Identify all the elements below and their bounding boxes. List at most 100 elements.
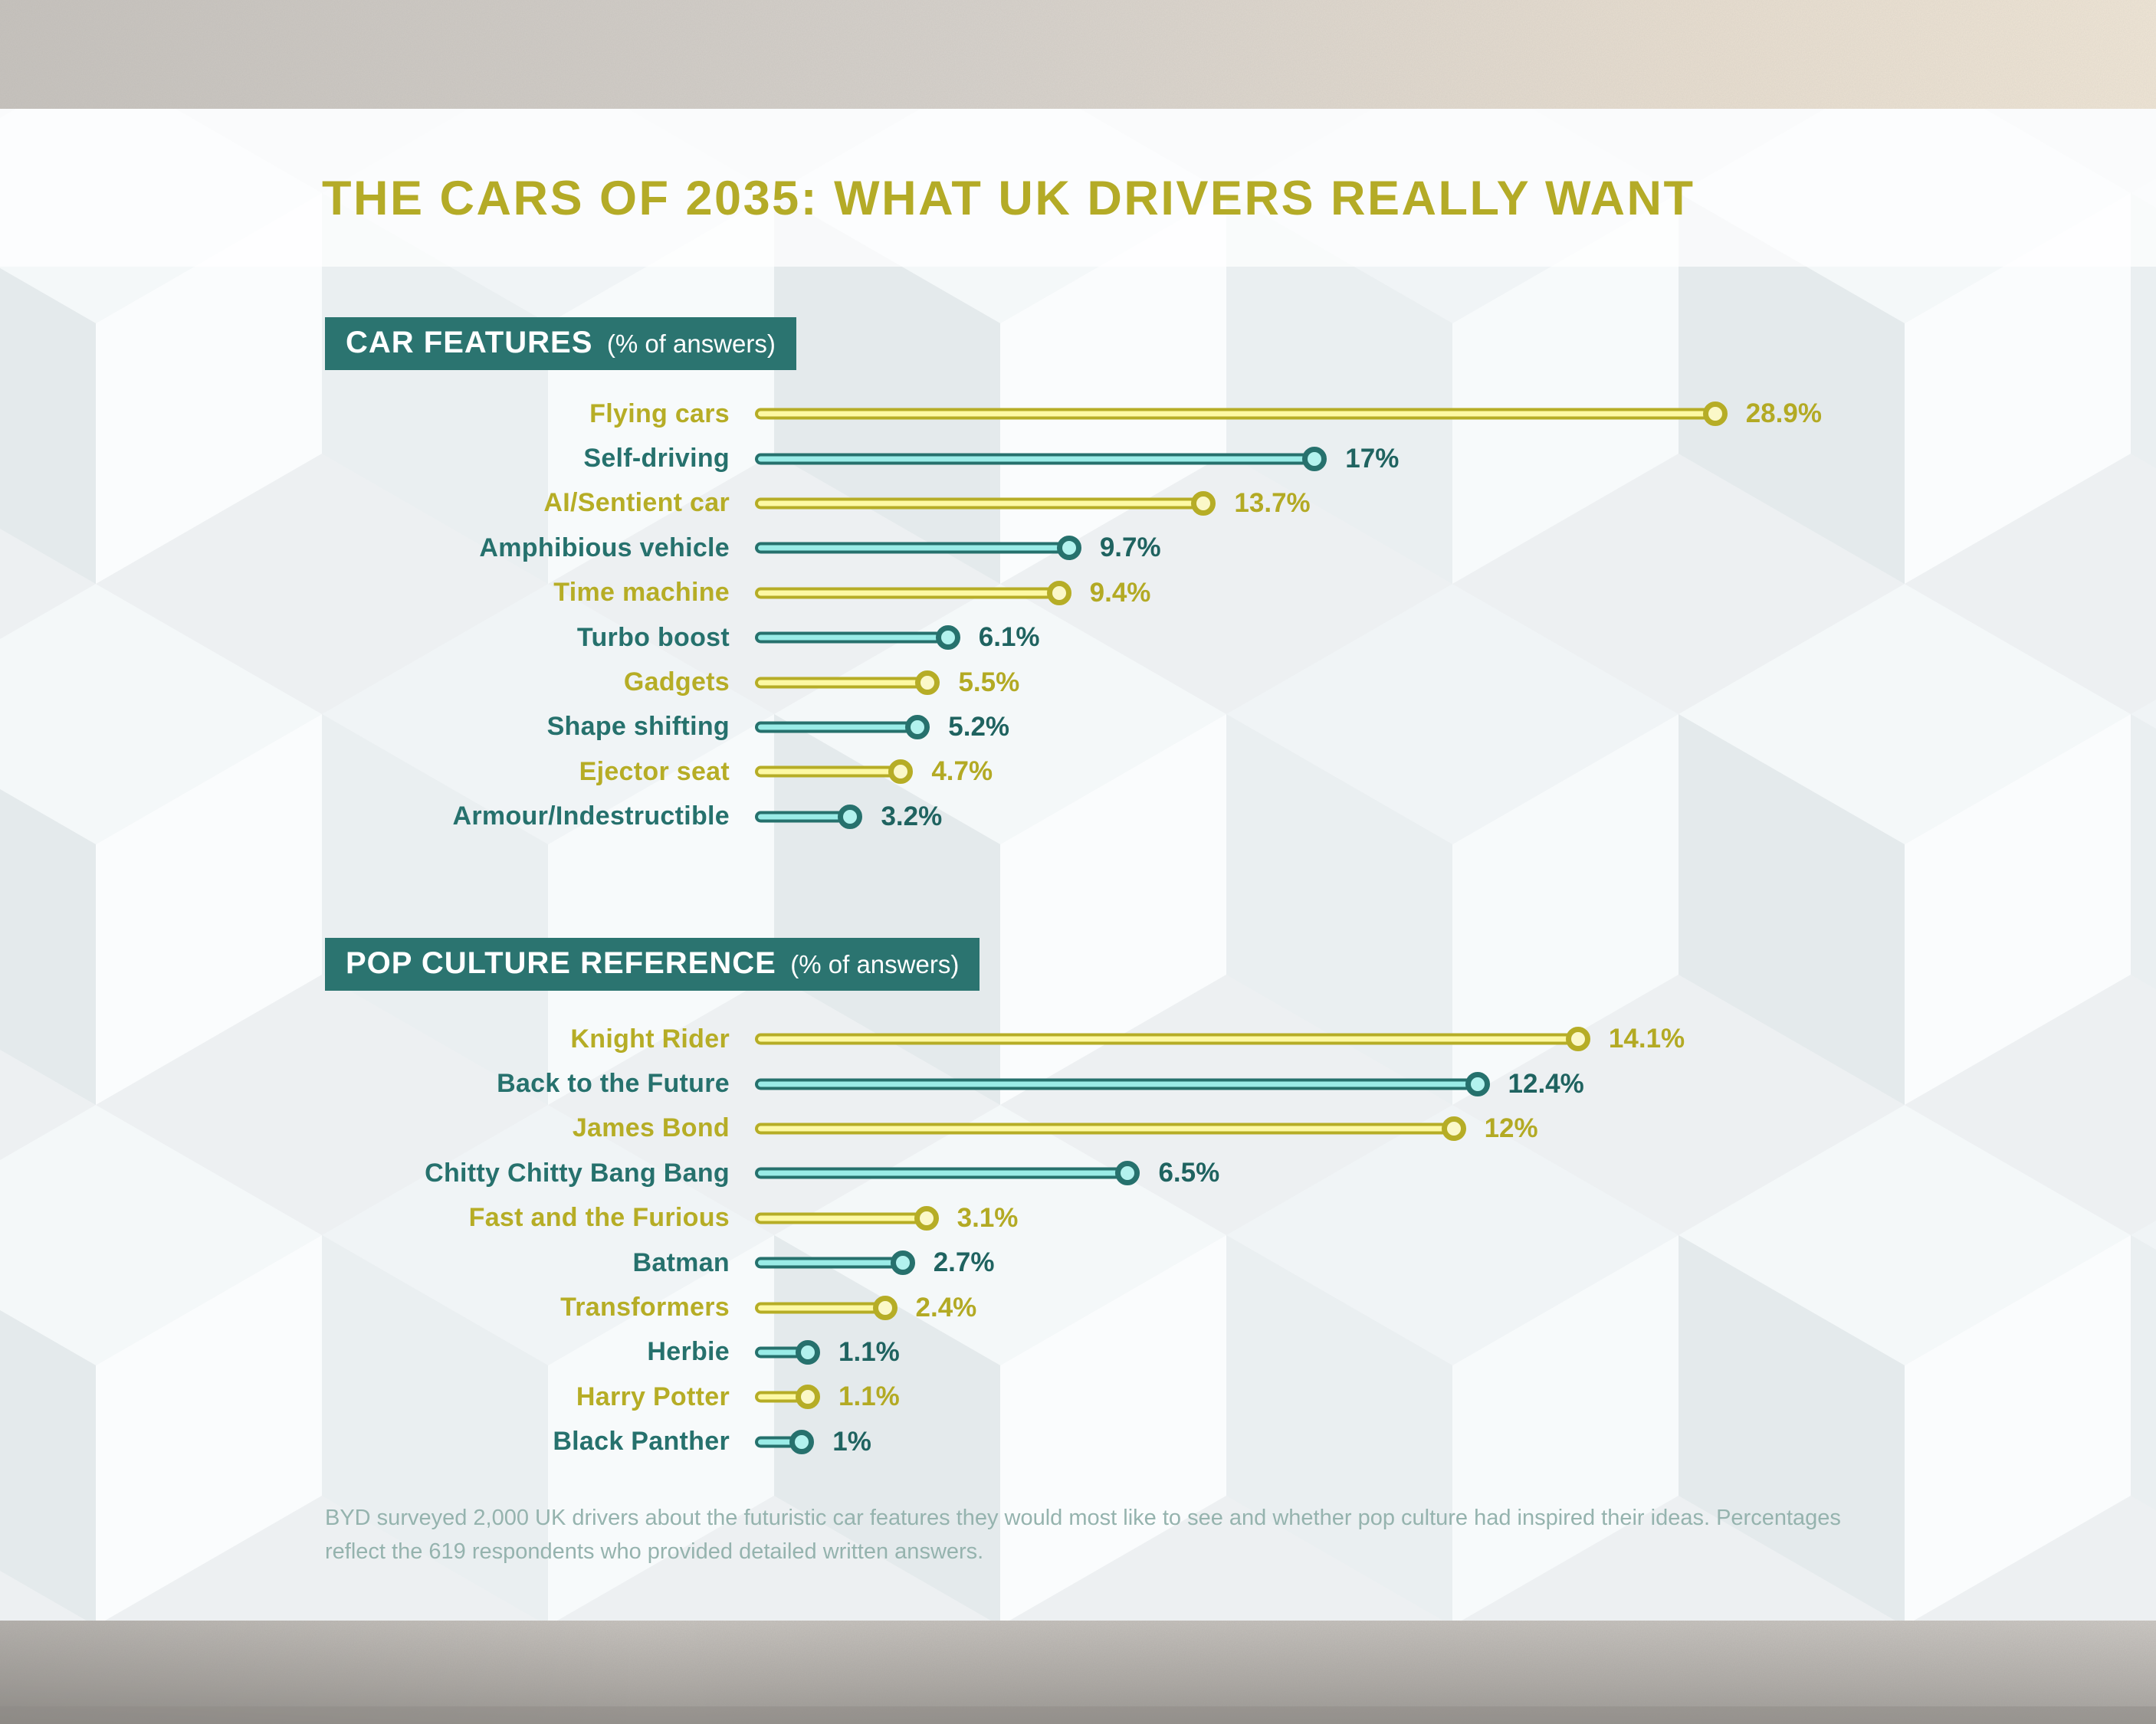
lollipop-knob bbox=[872, 1295, 898, 1320]
lollipop-knob bbox=[914, 1205, 939, 1231]
value-label: 9.7% bbox=[1099, 533, 1161, 563]
category-label: Harry Potter bbox=[576, 1381, 730, 1411]
lollipop-stem bbox=[755, 408, 1711, 420]
category-label: Transformers bbox=[560, 1293, 730, 1322]
top-texture-band bbox=[0, 0, 2156, 109]
car-features-chart: Flying cars 28.9% Self-driving 17% AI/Sentie… bbox=[325, 392, 1822, 839]
lollipop-bar bbox=[755, 401, 1728, 427]
category-label: Flying cars bbox=[589, 398, 730, 428]
lollipop-knob bbox=[890, 1250, 915, 1276]
bottom-texture-band bbox=[0, 1621, 2156, 1724]
lollipop-stem-core bbox=[758, 1439, 795, 1445]
section-title: POP CULTURE REFERENCE bbox=[346, 946, 776, 980]
chart-row: Ejector seat 4.7% bbox=[325, 749, 1822, 794]
lollipop-bar bbox=[755, 535, 1081, 561]
chart-row: Flying cars 28.9% bbox=[325, 392, 1822, 436]
lollipop-knob bbox=[1702, 402, 1728, 427]
lollipop-knob bbox=[1056, 536, 1081, 561]
chart-row: Back to the Future 12.4% bbox=[325, 1061, 1685, 1106]
title-emphasis: WHAT UK DRIVERS REALLY WANT bbox=[834, 172, 1695, 225]
lollipop-bar bbox=[755, 1250, 915, 1276]
lollipop-stem bbox=[755, 811, 846, 823]
lollipop-stem-core bbox=[758, 1394, 801, 1400]
lollipop-stem-core bbox=[758, 545, 1062, 551]
value-label: 28.9% bbox=[1745, 398, 1822, 429]
lollipop-stem bbox=[755, 677, 924, 689]
value-label: 4.7% bbox=[931, 756, 993, 787]
value-label: 6.5% bbox=[1158, 1158, 1220, 1188]
category-label: James Bond bbox=[572, 1113, 730, 1143]
category-label: Fast and the Furious bbox=[468, 1203, 730, 1233]
lollipop-stem bbox=[755, 1346, 804, 1359]
category-label: Shape shifting bbox=[546, 712, 730, 742]
lollipop-stem-core bbox=[758, 1036, 1570, 1042]
chart-row: Time machine 9.4% bbox=[325, 571, 1822, 615]
chart-row: Turbo boost 6.1% bbox=[325, 615, 1822, 660]
category-label: Turbo boost bbox=[576, 622, 730, 652]
pop-culture-chart: Knight Rider 14.1% Back to the Future 12.4%… bbox=[325, 1017, 1685, 1464]
value-label: 12% bbox=[1484, 1113, 1538, 1143]
value-label: 6.1% bbox=[978, 622, 1040, 653]
section-title: CAR FEATURES bbox=[346, 326, 593, 359]
section-subtitle: (% of answers) bbox=[790, 950, 960, 978]
category-label: Chitty Chitty Bang Bang bbox=[425, 1158, 730, 1188]
lollipop-stem bbox=[755, 721, 914, 733]
lollipop-bar bbox=[755, 670, 940, 696]
lollipop-knob bbox=[1565, 1027, 1590, 1052]
lollipop-bar bbox=[755, 1205, 939, 1231]
chart-row: Gadgets 5.5% bbox=[325, 660, 1822, 704]
lollipop-stem bbox=[755, 1078, 1473, 1090]
category-label: Back to the Future bbox=[497, 1069, 730, 1099]
value-label: 13.7% bbox=[1234, 487, 1311, 518]
lollipop-knob bbox=[888, 759, 914, 785]
lollipop-bar bbox=[755, 714, 930, 740]
lollipop-stem bbox=[755, 1167, 1124, 1179]
category-label: AI/Sentient car bbox=[543, 488, 730, 518]
category-label: Herbie bbox=[647, 1337, 730, 1367]
lollipop-bar bbox=[755, 1384, 821, 1410]
lollipop-knob bbox=[796, 1385, 821, 1410]
category-label: Self-driving bbox=[583, 444, 730, 474]
lollipop-knob bbox=[1465, 1071, 1490, 1096]
lollipop-stem-core bbox=[758, 1170, 1121, 1176]
chart-row: Transformers 2.4% bbox=[325, 1285, 1685, 1329]
lollipop-stem-core bbox=[758, 411, 1708, 417]
category-label: Time machine bbox=[553, 578, 730, 608]
lollipop-stem-core bbox=[758, 724, 911, 730]
category-label: Knight Rider bbox=[570, 1024, 730, 1054]
lollipop-stem-core bbox=[758, 769, 894, 775]
lollipop-knob bbox=[1191, 490, 1216, 516]
lollipop-stem-core bbox=[758, 456, 1308, 462]
lollipop-stem bbox=[755, 542, 1065, 554]
lollipop-knob bbox=[1441, 1116, 1466, 1141]
title-prefix: THE CARS OF 2035: bbox=[322, 172, 835, 225]
chart-row: AI/Sentient car 13.7% bbox=[325, 481, 1822, 526]
lollipop-bar bbox=[755, 1116, 1466, 1142]
lollipop-stem bbox=[755, 1212, 922, 1224]
lollipop-stem-core bbox=[758, 1126, 1446, 1132]
category-label: Amphibious vehicle bbox=[479, 533, 730, 562]
lollipop-stem-core bbox=[758, 1349, 801, 1355]
value-label: 3.2% bbox=[881, 801, 943, 831]
chart-row: Herbie 1.1% bbox=[325, 1330, 1685, 1375]
lollipop-bar bbox=[755, 1160, 1140, 1186]
lollipop-stem-core bbox=[758, 1305, 878, 1311]
footnote: BYD surveyed 2,000 UK drivers about the … bbox=[325, 1506, 1841, 1564]
lollipop-bar bbox=[755, 1429, 815, 1455]
lollipop-bar bbox=[755, 1339, 821, 1365]
lollipop-knob bbox=[1302, 446, 1327, 471]
lollipop-knob bbox=[1046, 580, 1071, 605]
chart-row: James Bond 12% bbox=[325, 1106, 1685, 1151]
value-label: 2.4% bbox=[915, 1292, 977, 1322]
lollipop-stem-core bbox=[758, 1260, 895, 1266]
value-label: 5.2% bbox=[948, 711, 1010, 742]
lollipop-stem bbox=[755, 1033, 1574, 1045]
category-label: Armour/Indestructible bbox=[452, 801, 730, 831]
lollipop-bar bbox=[755, 1295, 898, 1321]
lollipop-stem bbox=[755, 497, 1199, 510]
lollipop-stem-core bbox=[758, 500, 1196, 506]
lollipop-stem bbox=[755, 1302, 881, 1314]
value-label: 1.1% bbox=[838, 1381, 900, 1412]
chart-row: Armour/Indestructible 3.2% bbox=[325, 795, 1822, 839]
